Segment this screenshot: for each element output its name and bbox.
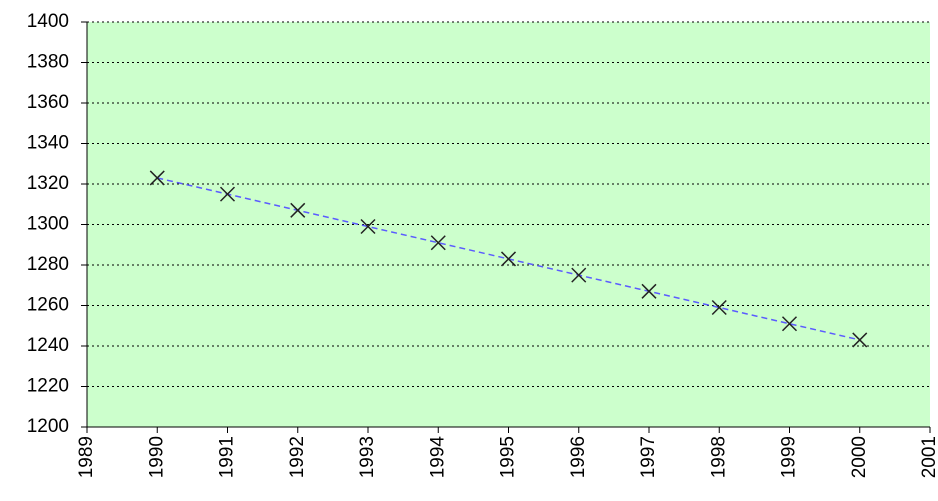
marker <box>430 235 446 251</box>
y-tick-label: 1320 <box>27 173 69 194</box>
x-tick-label: 1991 <box>217 436 238 478</box>
x-tick-label: 1992 <box>287 436 308 478</box>
marker <box>149 170 165 186</box>
x-tick-label: 2000 <box>849 436 870 478</box>
marker <box>781 316 798 332</box>
marker <box>711 299 727 316</box>
y-tick-label: 1260 <box>27 295 69 316</box>
x-tick-label: 1993 <box>357 436 378 478</box>
marker <box>852 332 868 348</box>
x-tick-label: 1997 <box>638 436 659 478</box>
x-tick-label: 1996 <box>568 436 589 478</box>
marker <box>500 251 517 267</box>
y-tick-label: 1300 <box>27 214 69 235</box>
marker <box>360 218 376 235</box>
y-tick-label: 1360 <box>27 92 69 113</box>
y-tick-label: 1380 <box>27 52 69 73</box>
y-tick-label: 1220 <box>27 376 69 397</box>
marker <box>571 267 587 283</box>
marker <box>641 283 657 299</box>
x-tick-label: 1989 <box>76 436 97 478</box>
x-tick-label: 1995 <box>498 436 519 478</box>
x-tick-label: 2001 <box>919 436 938 478</box>
marker <box>219 186 236 202</box>
x-tick-label: 1990 <box>146 436 167 478</box>
x-tick-label: 1998 <box>708 436 729 478</box>
y-tick-label: 1400 <box>27 11 69 32</box>
x-tick-label: 1994 <box>427 436 448 479</box>
marker <box>290 202 306 218</box>
x-tick-label: 1999 <box>779 436 800 478</box>
y-tick-label: 1200 <box>27 416 69 437</box>
y-tick-label: 1340 <box>27 133 69 154</box>
y-tick-label: 1280 <box>27 254 69 275</box>
y-tick-label: 1240 <box>27 335 69 356</box>
